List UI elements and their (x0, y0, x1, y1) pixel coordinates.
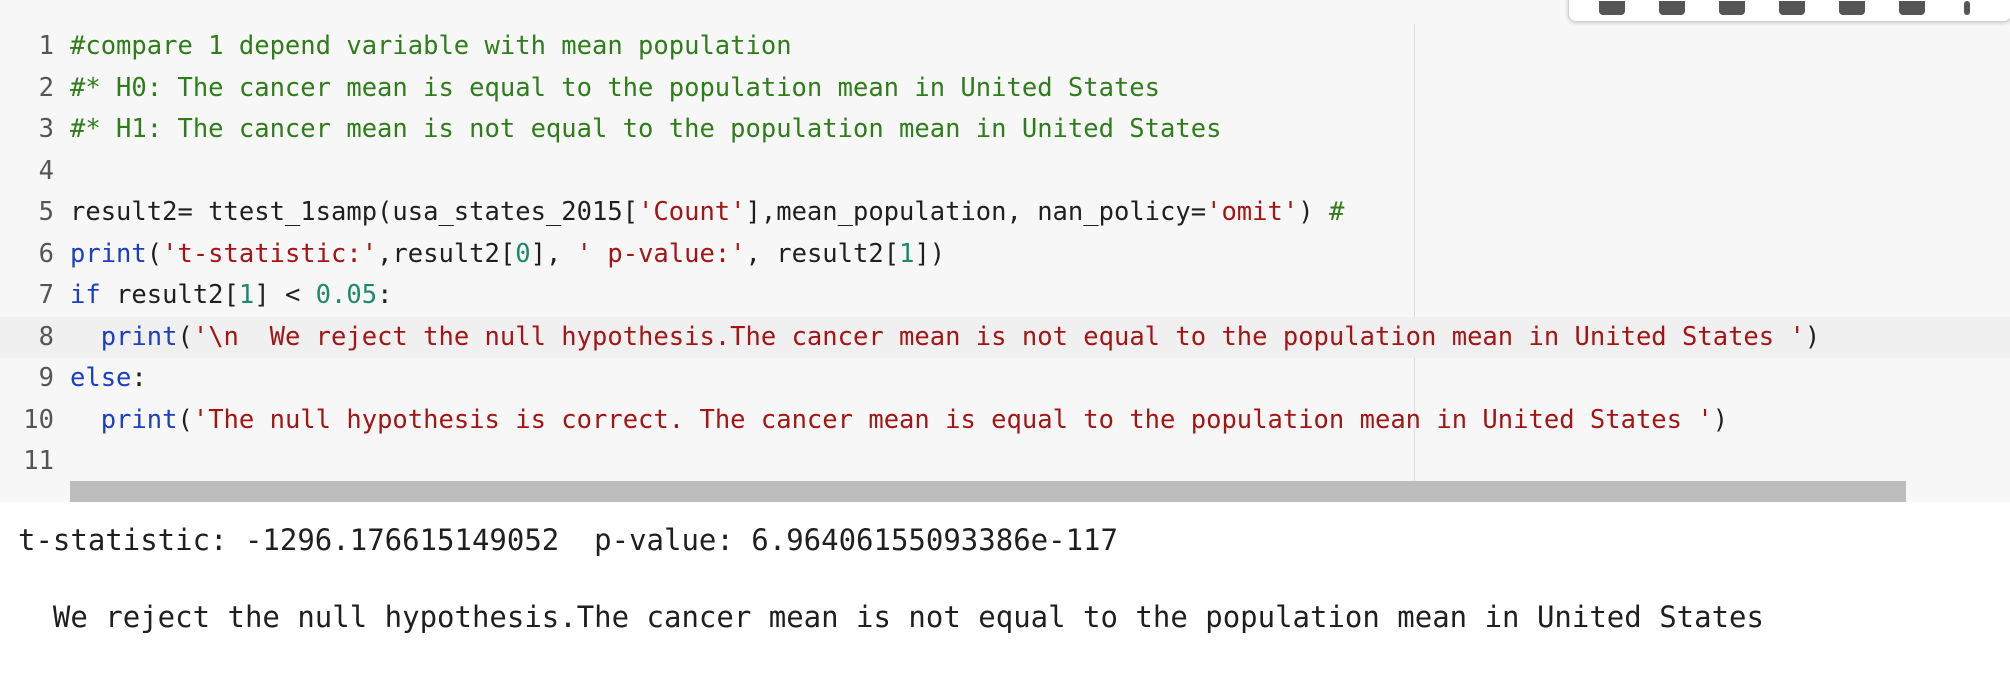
code-token: ],mean_population, nan_policy= (745, 197, 1207, 227)
line-number: 6 (38, 238, 54, 269)
more-icon[interactable] (1964, 1, 1970, 15)
link-icon[interactable] (1719, 1, 1745, 15)
code-token: print (100, 321, 178, 352)
line-code: #* H0: The cancer mean is equal to the p… (70, 68, 1160, 109)
code-token: , result2[ (745, 238, 900, 269)
line-number: 2 (38, 72, 54, 103)
code-token: 0 (515, 238, 531, 269)
settings-icon[interactable] (1839, 1, 1865, 15)
horizontal-scrollbar[interactable] (70, 481, 1906, 502)
line-number: 5 (38, 197, 54, 227)
code-line[interactable]: 11 (0, 441, 2010, 482)
column-ruler (1414, 24, 1415, 502)
code-token: result2[ (100, 280, 239, 310)
code-token: 't-statistic:' (162, 238, 378, 269)
line-code: print('\n We reject the null hypothesis.… (70, 317, 1820, 358)
code-token: #compare 1 depend variable with mean pop… (70, 31, 792, 61)
cell-output: t-statistic: -1296.176615149052 p-value:… (0, 502, 2010, 682)
line-code: print('The null hypothesis is correct. T… (70, 400, 1728, 441)
code-line[interactable]: 8 print('\n We reject the null hypothesi… (0, 316, 2010, 358)
code-line[interactable]: 3 #* H1: The cancer mean is not equal to … (0, 109, 2010, 150)
code-token: #* H1: The cancer mean is not equal to t… (70, 114, 1222, 144)
code-token: : (131, 363, 147, 393)
code-token (70, 405, 101, 435)
code-token: ] < (254, 280, 316, 310)
code-line[interactable]: 7 if result2[1] < 0.05: (0, 275, 2010, 316)
code-line[interactable]: 9 else: (0, 358, 2010, 399)
code-token: ], (530, 238, 577, 269)
delete-icon[interactable] (1899, 1, 1925, 15)
line-number: 11 (23, 446, 54, 476)
comment-icon[interactable] (1779, 1, 1805, 15)
code-editor[interactable]: 1 #compare 1 depend variable with mean po… (0, 0, 2010, 502)
line-number: 1 (38, 31, 54, 61)
code-token: : (377, 280, 393, 310)
code-token: '\n We reject the null hypothesis.The ca… (192, 321, 1805, 352)
line-number: 3 (38, 114, 54, 144)
code-line[interactable]: 1 #compare 1 depend variable with mean po… (0, 26, 2010, 67)
code-token: 0.05 (315, 280, 378, 310)
line-code: if result2[1] < 0.05: (70, 275, 392, 316)
line-number: 8 (38, 321, 54, 352)
code-token: print (100, 404, 178, 435)
code-line[interactable]: 2 #* H0: The cancer mean is equal to the … (0, 68, 2010, 109)
code-token: 1 (899, 238, 915, 269)
line-number: 9 (38, 363, 54, 393)
code-line[interactable]: 6 print('t-statistic:',result2[0], ' p-va… (0, 234, 2010, 275)
move-down-icon[interactable] (1659, 1, 1685, 15)
code-token: ( (146, 238, 163, 269)
code-token: ) (1712, 404, 1729, 435)
line-code: #compare 1 depend variable with mean pop… (70, 26, 792, 67)
code-token: 'The null hypothesis is correct. The can… (192, 404, 1713, 435)
output-line-conclusion: We reject the null hypothesis.The cancer… (18, 600, 1764, 634)
code-token: print (70, 238, 147, 269)
line-number: 7 (38, 280, 54, 310)
code-line[interactable]: 5 result2= ttest_1samp(usa_states_2015['C… (0, 192, 2010, 233)
line-code: else: (70, 358, 147, 399)
code-token: #* H0: The cancer mean is equal to the p… (70, 72, 1161, 103)
code-token: ( (177, 321, 193, 352)
code-token: result2= ttest_1samp(usa_states_2015[ (70, 197, 639, 227)
code-token: # (1328, 197, 1345, 227)
move-up-icon[interactable] (1599, 1, 1625, 15)
code-token: ) (1298, 197, 1329, 227)
code-token: ' p-value:' (576, 238, 746, 269)
line-code: print('t-statistic:',result2[0], ' p-val… (70, 234, 945, 275)
code-token: 'omit' (1206, 197, 1299, 227)
code-token: ,result2[ (377, 238, 516, 269)
cell-toolbar (1568, 0, 2010, 22)
line-number: 10 (23, 404, 54, 435)
code-line[interactable]: 4 (0, 151, 2010, 192)
code-token: 1 (238, 280, 255, 310)
code-token: 'Count' (638, 197, 746, 227)
line-number: 4 (38, 155, 54, 186)
output-line-stats: t-statistic: -1296.176615149052 p-value:… (18, 523, 1118, 557)
code-token: ) (1804, 321, 1821, 352)
line-code: #* H1: The cancer mean is not equal to t… (70, 109, 1221, 150)
code-token: if (70, 280, 101, 310)
code-token: ]) (914, 238, 946, 269)
code-line[interactable]: 10 print('The null hypothesis is correct… (0, 400, 2010, 441)
code-token (70, 322, 101, 352)
line-code: result2= ttest_1samp(usa_states_2015['Co… (70, 192, 1344, 233)
code-token: else (70, 363, 132, 393)
code-token: ( (177, 404, 193, 435)
